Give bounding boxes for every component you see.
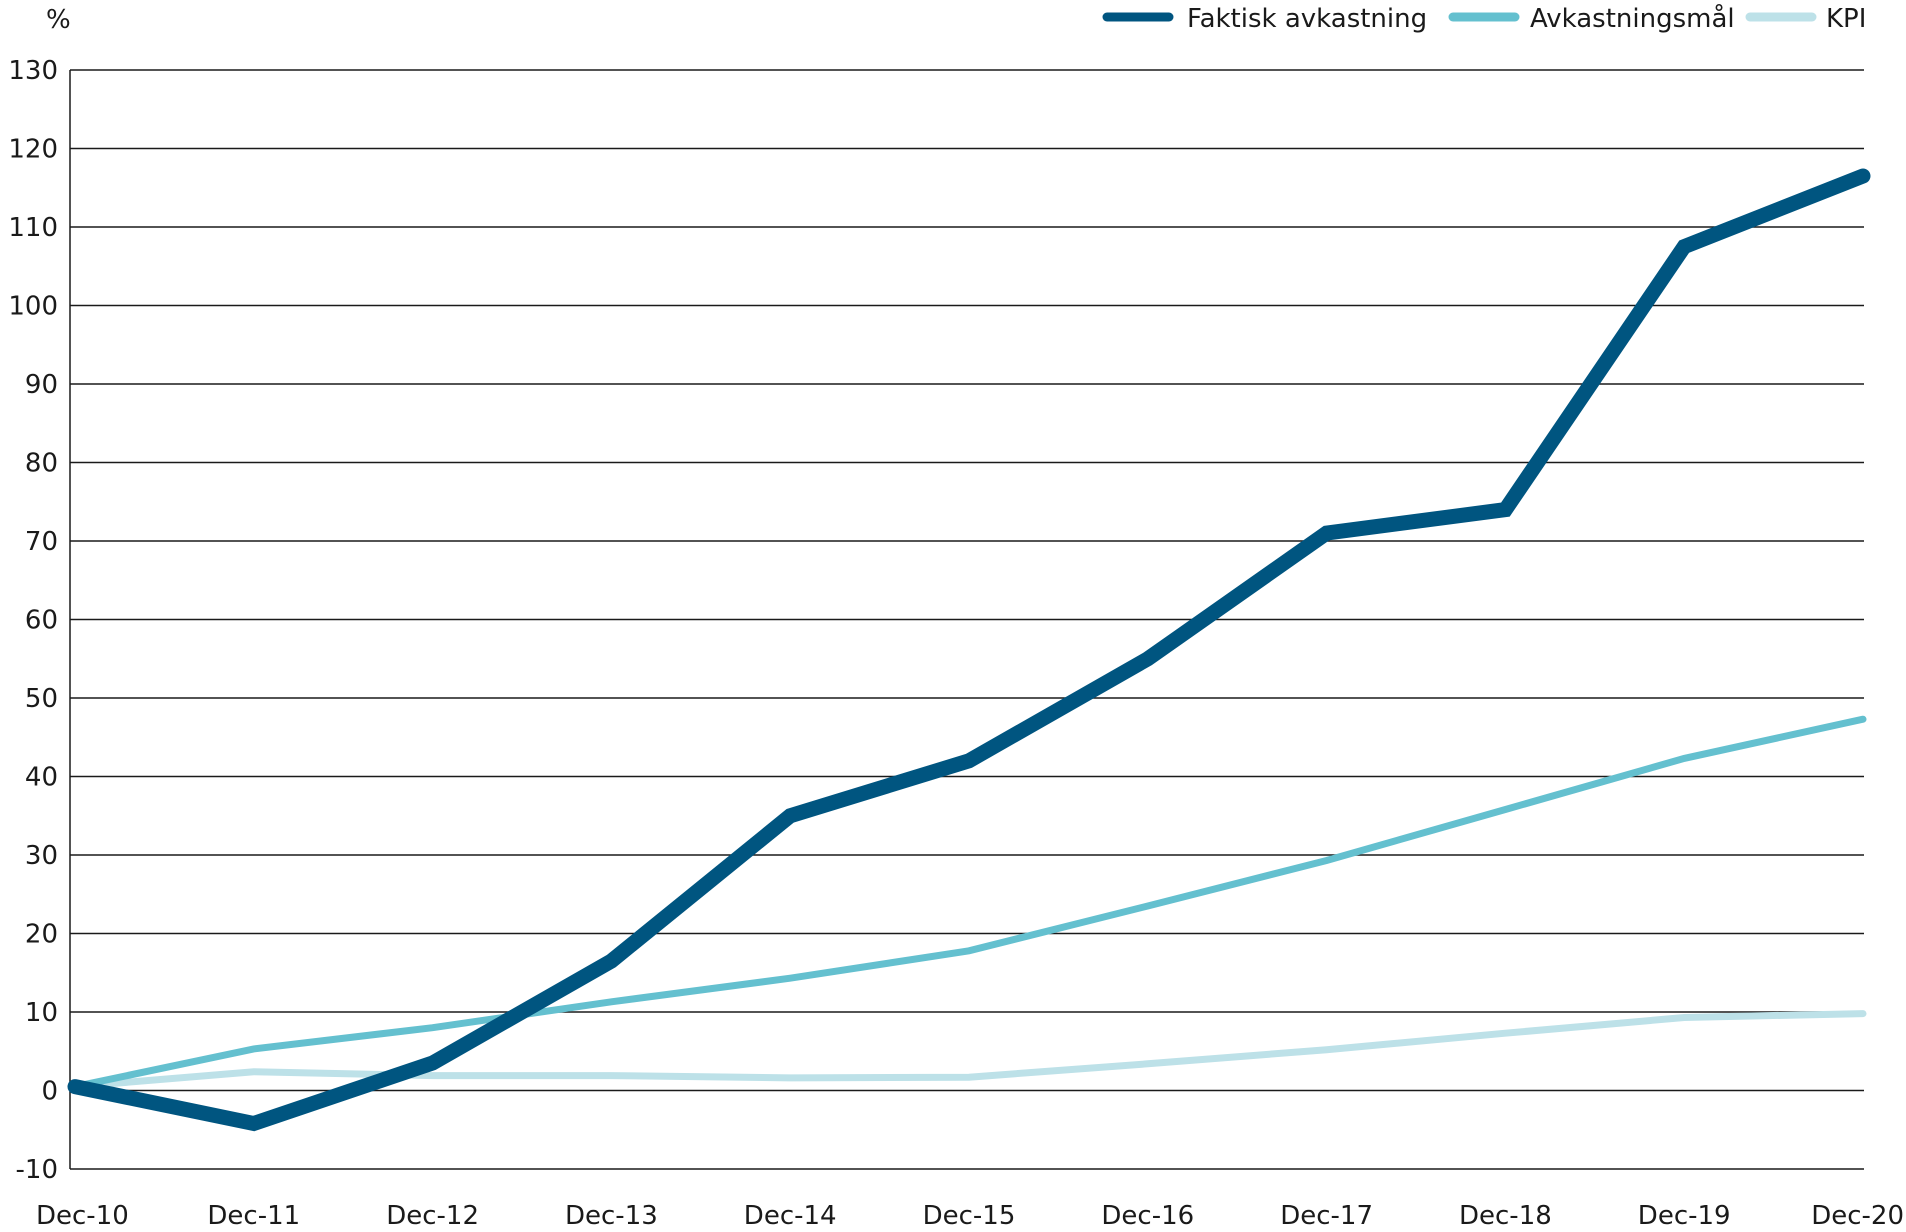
x-tick-label: Dec-15	[923, 1201, 1016, 1231]
y-tick-label: 100	[8, 292, 58, 322]
legend-label: KPI	[1826, 4, 1866, 34]
legend-label: Faktisk avkastning	[1187, 4, 1427, 34]
x-tick-label: Dec-13	[565, 1201, 658, 1231]
y-tick-label: 120	[8, 135, 58, 165]
x-tick-label: Dec-12	[386, 1201, 479, 1231]
y-tick-label: 80	[25, 449, 58, 479]
y-axis-title: %	[46, 5, 71, 35]
y-tick-label: 0	[41, 1077, 58, 1107]
y-tick-label: 40	[25, 763, 58, 793]
y-tick-label: 70	[25, 527, 58, 557]
y-tick-label: 130	[8, 56, 58, 86]
y-tick-labels: -10 0 10 20 30 40 50 60 70 80 90 100 110 120 130	[8, 56, 58, 1185]
y-tick-label: -10	[16, 1155, 58, 1185]
x-tick-label: Dec-16	[1101, 1201, 1194, 1231]
y-tick-label: 90	[25, 370, 58, 400]
x-tick-label: Dec-17	[1280, 1201, 1373, 1231]
series-lines	[67, 168, 1871, 1132]
y-tick-label: 30	[25, 841, 58, 871]
series-line-1	[71, 715, 1867, 1091]
y-tick-label: 10	[25, 998, 58, 1028]
series-line-0	[67, 168, 1871, 1132]
y-tick-label: 50	[25, 684, 58, 714]
series-line-2	[71, 1010, 1867, 1091]
x-tick-labels: Dec-10 Dec-11 Dec-12 Dec-13 Dec-14 Dec-15 Dec-…	[36, 1201, 1904, 1231]
y-tick-label: 20	[25, 920, 58, 950]
y-tick-label: 110	[8, 213, 58, 243]
legend-label: Avkastningsmål	[1530, 3, 1735, 34]
y-tick-label: 60	[25, 606, 58, 636]
gridlines	[69, 69, 1864, 1170]
x-tick-label: Dec-10	[36, 1201, 129, 1231]
x-tick-label: Dec-19	[1638, 1201, 1731, 1231]
legend: Faktisk avkastning Avkastningsmål KPI	[1102, 3, 1866, 34]
x-tick-label: Dec-18	[1459, 1201, 1552, 1231]
x-tick-label: Dec-11	[207, 1201, 300, 1231]
x-tick-label: Dec-20	[1811, 1201, 1904, 1231]
x-tick-label: Dec-14	[744, 1201, 837, 1231]
